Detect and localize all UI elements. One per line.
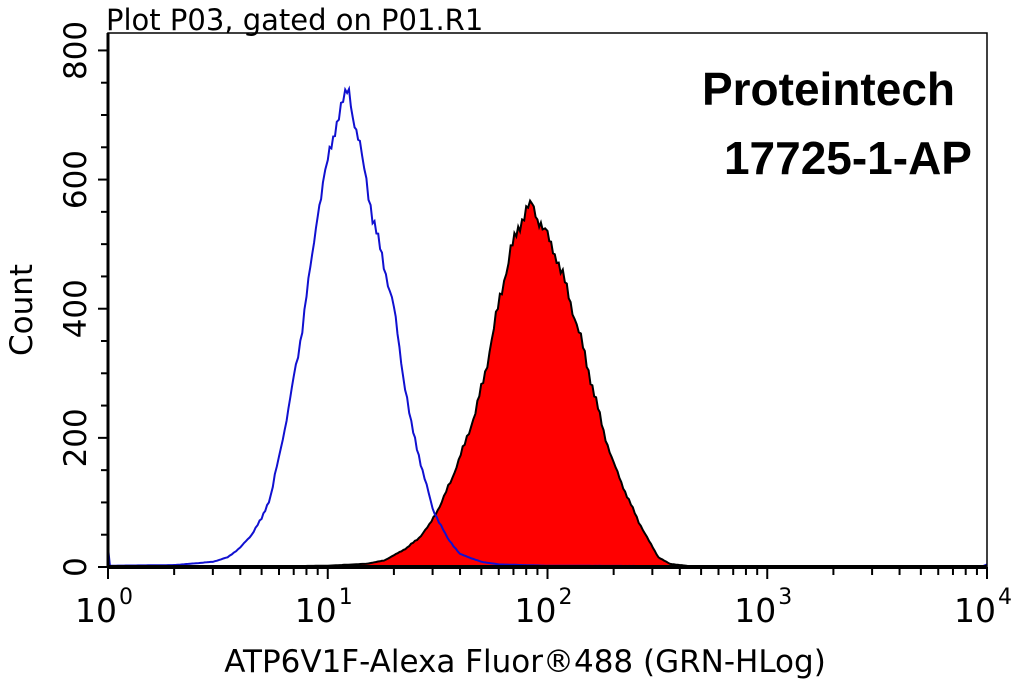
chart-title: Plot P03, gated on P01.R1 — [106, 3, 483, 37]
y-tick-label: 0 — [58, 557, 94, 577]
x-tick-label: 103 — [734, 585, 792, 630]
y-tick-label: 400 — [58, 279, 94, 338]
y-tick-label: 600 — [58, 150, 94, 209]
filled-histogram — [108, 198, 987, 568]
x-tick-exponent: 4 — [998, 585, 1012, 610]
x-tick-label: 101 — [295, 585, 353, 630]
x-axis-label: ATP6V1F-Alexa Fluor®488 (GRN-HLog) — [224, 644, 826, 680]
x-tick-label: 104 — [954, 585, 1012, 630]
x-tick-label: 102 — [515, 585, 573, 630]
x-tick-label: 100 — [75, 585, 133, 630]
x-tick-exponent: 2 — [559, 585, 573, 610]
x-tick-exponent: 0 — [119, 585, 133, 610]
y-tick-label: 800 — [58, 21, 94, 80]
watermark-line2: 17725-1-AP — [724, 132, 972, 184]
y-axis-label: Count — [4, 264, 40, 356]
watermark-line1: Proteintech — [702, 63, 955, 115]
y-tick-label: 200 — [58, 408, 94, 467]
x-tick-exponent: 3 — [778, 585, 792, 610]
x-tick-exponent: 1 — [339, 585, 353, 610]
